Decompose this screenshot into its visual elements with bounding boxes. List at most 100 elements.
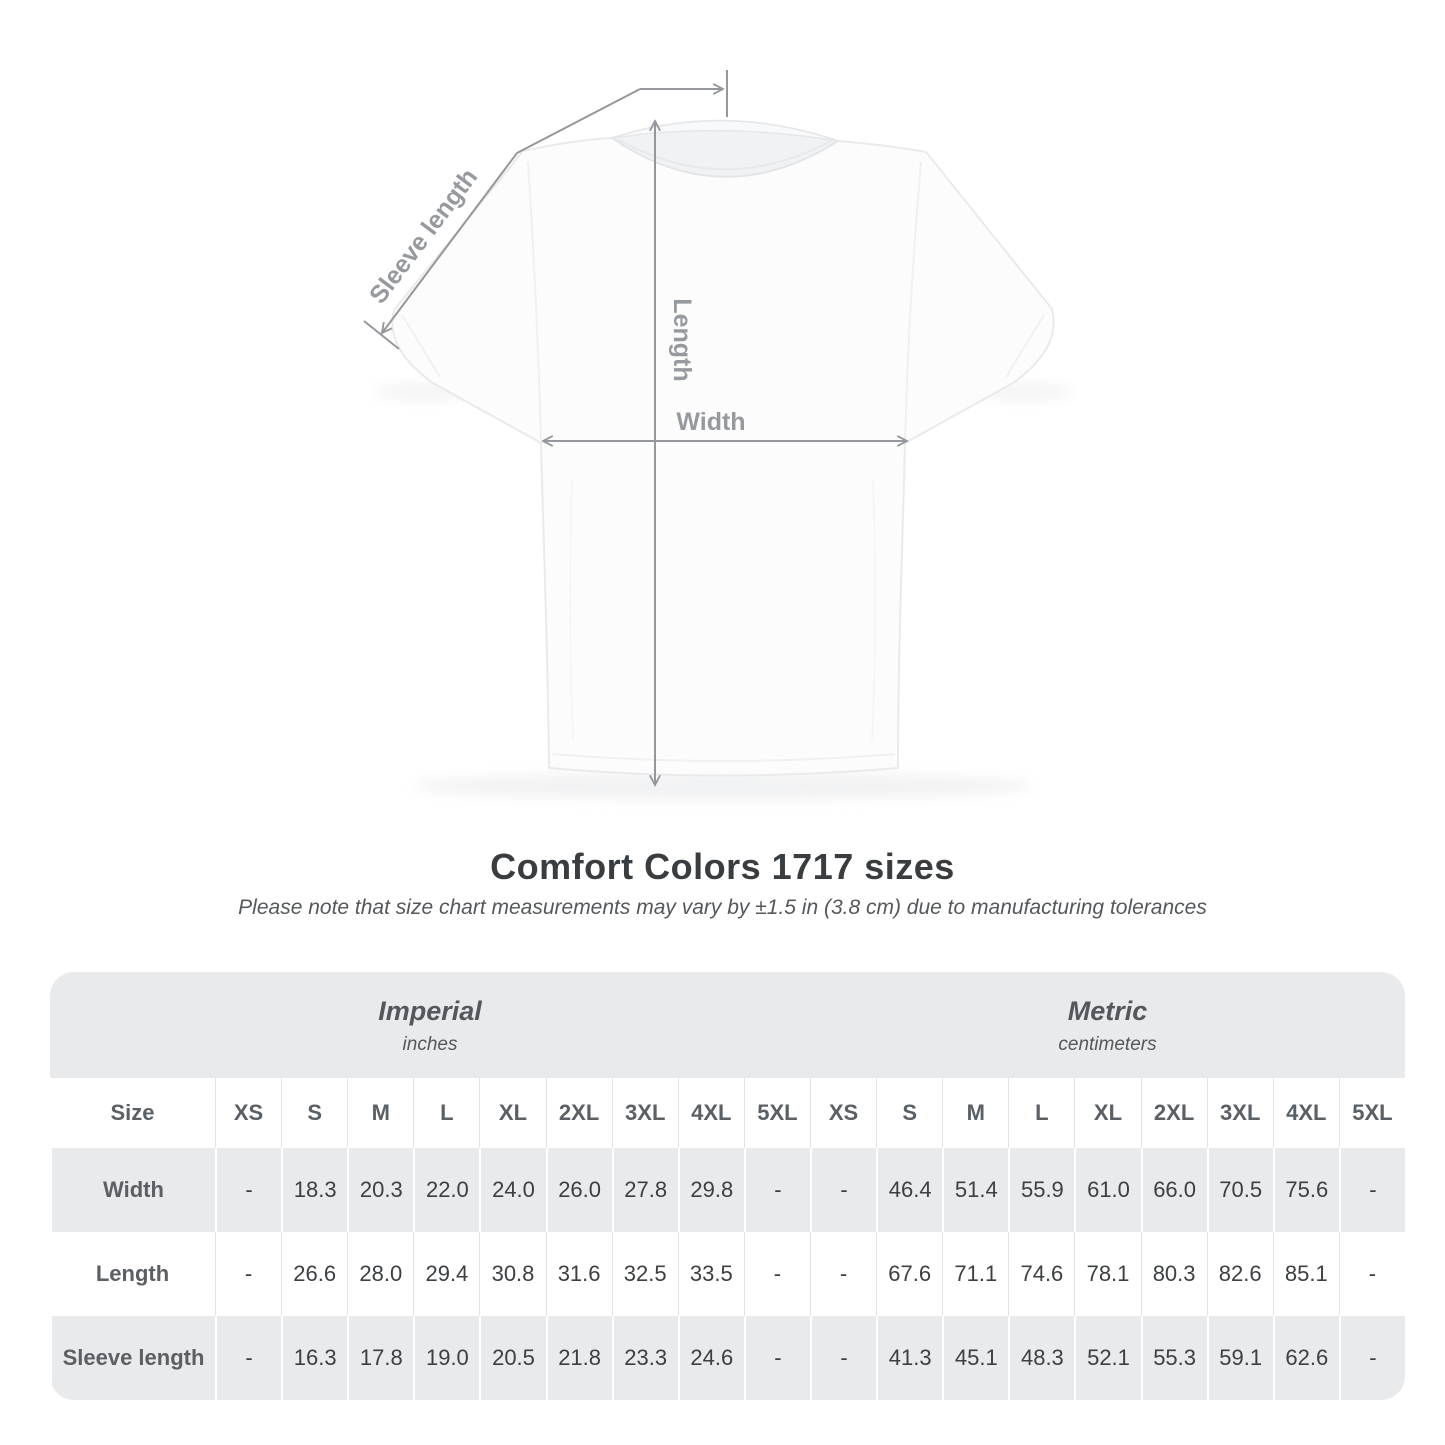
value-cell: 80.3 (1140, 1232, 1207, 1316)
collar-back-band (611, 120, 839, 142)
value-cell: 41.3 (876, 1316, 943, 1400)
value-cell: 70.5 (1206, 1148, 1273, 1232)
size-grid: Size XS S M L XL 2XL 3XL 4XL 5XL XS S M L XL 2XL 3XL 4XL 5… (50, 1078, 1405, 1400)
size-header-cell: L (413, 1078, 480, 1148)
value-cell: 29.8 (677, 1148, 744, 1232)
size-header-cell: 5XL (1338, 1078, 1405, 1148)
metric-header: Metric (1067, 996, 1148, 1026)
value-cell: 27.8 (611, 1148, 678, 1232)
value-cell: 74.6 (1008, 1232, 1075, 1316)
value-cell: - (215, 1232, 282, 1316)
left-seam (527, 161, 542, 441)
imperial-unit-label: inches (402, 1034, 458, 1055)
value-cell: 71.1 (942, 1232, 1009, 1316)
value-cell: 32.5 (611, 1232, 678, 1316)
value-cell: 21.8 (545, 1316, 612, 1400)
size-header-cell: 3XL (611, 1078, 678, 1148)
value-cell: - (810, 1148, 877, 1232)
size-header-cell: 4XL (677, 1078, 744, 1148)
size-header-cell: XS (810, 1078, 877, 1148)
value-cell: 52.1 (1074, 1316, 1141, 1400)
value-cell: 18.3 (281, 1148, 348, 1232)
metric-header-group: Metric centimeters (810, 972, 1405, 1078)
value-cell: 85.1 (1272, 1232, 1339, 1316)
value-cell: 19.0 (413, 1316, 480, 1400)
value-cell: 17.8 (347, 1316, 414, 1400)
value-cell: 45.1 (942, 1316, 1009, 1400)
size-header-cell: L (1008, 1078, 1075, 1148)
left-fold (569, 479, 574, 741)
value-cell: 26.0 (545, 1148, 612, 1232)
row-label: Width (50, 1148, 215, 1232)
unit-band: Imperial inches Metric centimeters (50, 972, 1405, 1078)
value-cell: 22.0 (413, 1148, 480, 1232)
page-subtitle: Please note that size chart measurements… (238, 896, 1207, 919)
value-cell: - (215, 1316, 282, 1400)
size-header-cell: S (876, 1078, 943, 1148)
size-header-cell: 2XL (1140, 1078, 1207, 1148)
value-cell: 62.6 (1272, 1316, 1339, 1400)
value-cell: 20.3 (347, 1148, 414, 1232)
size-header-cell: 2XL (545, 1078, 612, 1148)
value-cell: - (743, 1148, 810, 1232)
value-cell: 46.4 (876, 1148, 943, 1232)
value-cell: 55.9 (1008, 1148, 1075, 1232)
value-cell: 82.6 (1206, 1232, 1273, 1316)
page-title: Comfort Colors 1717 sizes (490, 846, 955, 887)
value-cell: - (743, 1316, 810, 1400)
value-cell: - (1338, 1232, 1405, 1316)
hem-stitch (551, 753, 896, 762)
value-cell: 23.3 (611, 1316, 678, 1400)
size-header-cell: XS (215, 1078, 282, 1148)
value-cell: 28.0 (347, 1232, 414, 1316)
value-cell: 26.6 (281, 1232, 348, 1316)
right-cuff-stitch (1005, 314, 1045, 378)
value-cell: - (1338, 1316, 1405, 1400)
collar-front-band (618, 139, 832, 171)
value-cell: - (810, 1316, 877, 1400)
metric-unit-label: centimeters (1058, 1034, 1157, 1055)
value-cell: 48.3 (1008, 1316, 1075, 1400)
value-cell: 78.1 (1074, 1232, 1141, 1316)
shirt-diagram: Sleeve length Length Width (363, 70, 1072, 800)
value-cell: 24.6 (677, 1316, 744, 1400)
value-cell: 66.0 (1140, 1148, 1207, 1232)
value-cell: - (810, 1232, 877, 1316)
value-cell: 29.4 (413, 1232, 480, 1316)
value-cell: 31.6 (545, 1232, 612, 1316)
imperial-header-group: Imperial inches (50, 972, 810, 1078)
value-cell: 30.8 (479, 1232, 546, 1316)
row-label: Length (50, 1232, 215, 1316)
value-cell: 61.0 (1074, 1148, 1141, 1232)
right-seam (904, 161, 922, 441)
value-cell: 67.6 (876, 1232, 943, 1316)
imperial-header: Imperial (378, 996, 482, 1026)
size-header-cell: M (942, 1078, 1009, 1148)
value-cell: 51.4 (942, 1148, 1009, 1232)
sleeve-length-end-tick (363, 320, 400, 350)
value-cell: - (743, 1232, 810, 1316)
size-column-header: Size (50, 1078, 215, 1148)
value-cell: 75.6 (1272, 1148, 1339, 1232)
row-label: Sleeve length (50, 1316, 215, 1400)
tshirt-graphic (391, 119, 1055, 777)
value-cell: 59.1 (1206, 1316, 1273, 1400)
size-header-cell: 5XL (743, 1078, 810, 1148)
value-cell: 55.3 (1140, 1316, 1207, 1400)
size-header-cell: 4XL (1272, 1078, 1339, 1148)
size-header-cell: XL (479, 1078, 546, 1148)
value-cell: 33.5 (677, 1232, 744, 1316)
value-cell: 20.5 (479, 1316, 546, 1400)
sleeve-length-line (382, 88, 641, 333)
size-header-cell: 3XL (1206, 1078, 1273, 1148)
value-cell: - (215, 1148, 282, 1232)
left-cuff-stitch (401, 314, 441, 378)
value-cell: 16.3 (281, 1316, 348, 1400)
size-header-cell: S (281, 1078, 348, 1148)
width-label: Width (676, 408, 745, 436)
size-table-card: Imperial inches Metric centimeters Size X… (50, 972, 1405, 1400)
value-cell: 24.0 (479, 1148, 546, 1232)
size-header-cell: M (347, 1078, 414, 1148)
value-cell: - (1338, 1148, 1405, 1232)
length-label: Length (668, 298, 696, 381)
